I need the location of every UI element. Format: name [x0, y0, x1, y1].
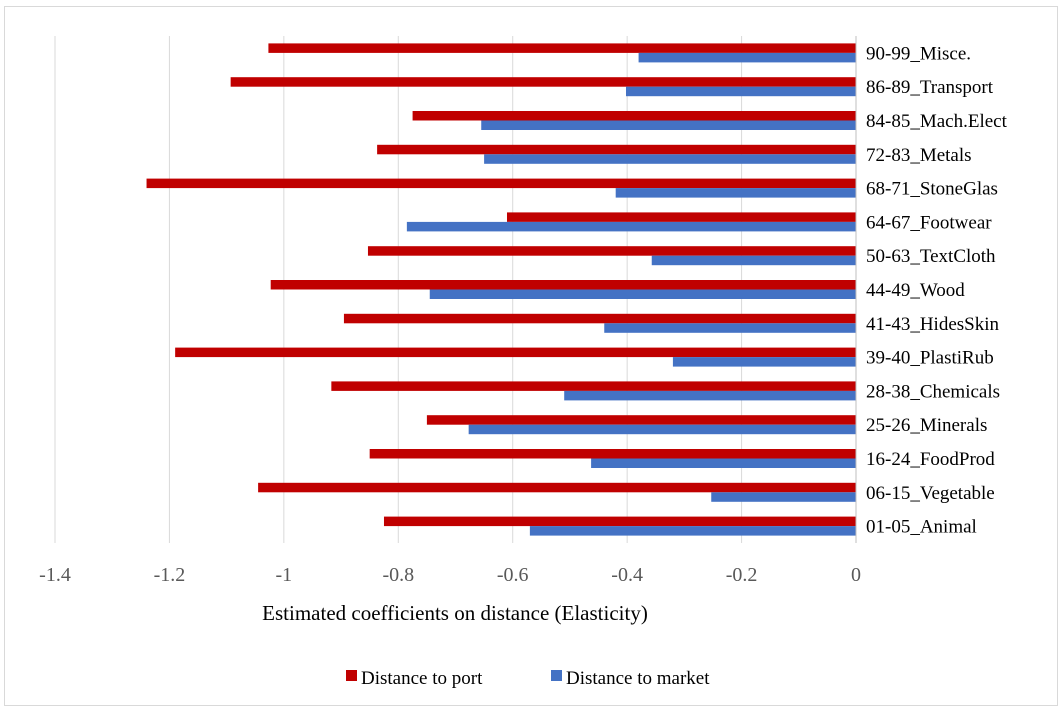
bar-distance-to-port — [369, 449, 856, 459]
category-label: 90-99_Misce. — [866, 43, 971, 64]
category-labels: 01-05_Animal 06-15_Vegetable 16-24_FoodPro… — [866, 43, 1008, 537]
category-label: 06-15_Vegetable — [866, 483, 995, 504]
x-tick-label: -1.2 — [154, 564, 186, 586]
bar-distance-to-market — [711, 492, 856, 502]
category-label: 01-05_Animal — [866, 517, 977, 538]
x-tick-label: -0.4 — [611, 564, 643, 586]
category-label: 39-40_PlastiRub — [866, 348, 994, 369]
x-tick-label: 0 — [851, 564, 861, 586]
category-label: 28-38_Chemicals — [866, 381, 1000, 402]
bar-distance-to-port — [270, 280, 856, 290]
x-tick-label: -0.8 — [382, 564, 414, 586]
bar-distance-to-market — [615, 188, 856, 198]
bar-distance-to-port — [343, 313, 856, 324]
bar-distance-to-market — [429, 289, 856, 299]
bar-distance-to-market — [529, 526, 856, 536]
bar-distance-to-port — [258, 482, 856, 493]
bar-distance-to-port — [331, 381, 857, 391]
bars — [146, 43, 857, 536]
category-label: 50-63_TextCloth — [866, 246, 996, 267]
bar-distance-to-market — [564, 390, 856, 401]
bar-distance-to-market — [481, 120, 856, 130]
bar-distance-to-market — [591, 458, 856, 468]
bar-distance-to-market — [672, 357, 856, 367]
category-label: 72-83_Metals — [866, 145, 972, 166]
bar-distance-to-port — [175, 347, 856, 358]
bar-distance-to-port — [412, 111, 856, 121]
bar-distance-to-port — [268, 43, 856, 53]
legend-swatch-market — [551, 670, 562, 681]
bar-distance-to-port — [146, 178, 857, 189]
bar-distance-to-port — [383, 516, 856, 527]
category-label: 68-71_StoneGlas — [866, 179, 998, 200]
bar-distance-to-port — [367, 246, 856, 256]
x-tick-label: -1 — [276, 564, 293, 586]
legend-label-port: Distance to port — [361, 668, 483, 689]
bar-distance-to-market — [625, 86, 856, 97]
bar-distance-to-port — [506, 212, 856, 222]
bar-distance-to-port — [426, 415, 856, 425]
legend-label-market: Distance to market — [566, 668, 710, 689]
x-tick-label: -0.6 — [497, 564, 529, 586]
bar-distance-to-market — [468, 424, 856, 435]
category-label: 16-24_FoodProd — [866, 449, 995, 470]
category-label: 44-49_Wood — [866, 280, 965, 301]
bar-distance-to-market — [406, 221, 856, 232]
category-label: 86-89_Transport — [866, 77, 994, 98]
bar-distance-to-market — [638, 52, 856, 63]
category-label: 84-85_Mach.Elect — [866, 111, 1008, 132]
bar-distance-to-market — [484, 154, 856, 164]
legend: Distance to port Distance to market — [346, 668, 710, 689]
category-label: 41-43_HidesSkin — [866, 314, 1000, 335]
x-tick-label: -0.2 — [726, 564, 758, 586]
bar-distance-to-market — [604, 323, 856, 333]
bar-distance-to-port — [230, 77, 857, 87]
legend-swatch-port — [346, 670, 357, 681]
x-tick-labels: -1.4 -1.2 -1 -0.8 -0.6 -0.4 -0.2 0 — [39, 564, 861, 586]
bar-distance-to-port — [377, 144, 856, 155]
x-axis-title: Estimated coefficients on distance (Elas… — [262, 601, 648, 625]
category-label: 64-67_Footwear — [866, 212, 992, 233]
x-tick-label: -1.4 — [39, 564, 71, 586]
category-label: 25-26_Minerals — [866, 415, 987, 436]
bar-distance-to-market — [651, 255, 856, 266]
